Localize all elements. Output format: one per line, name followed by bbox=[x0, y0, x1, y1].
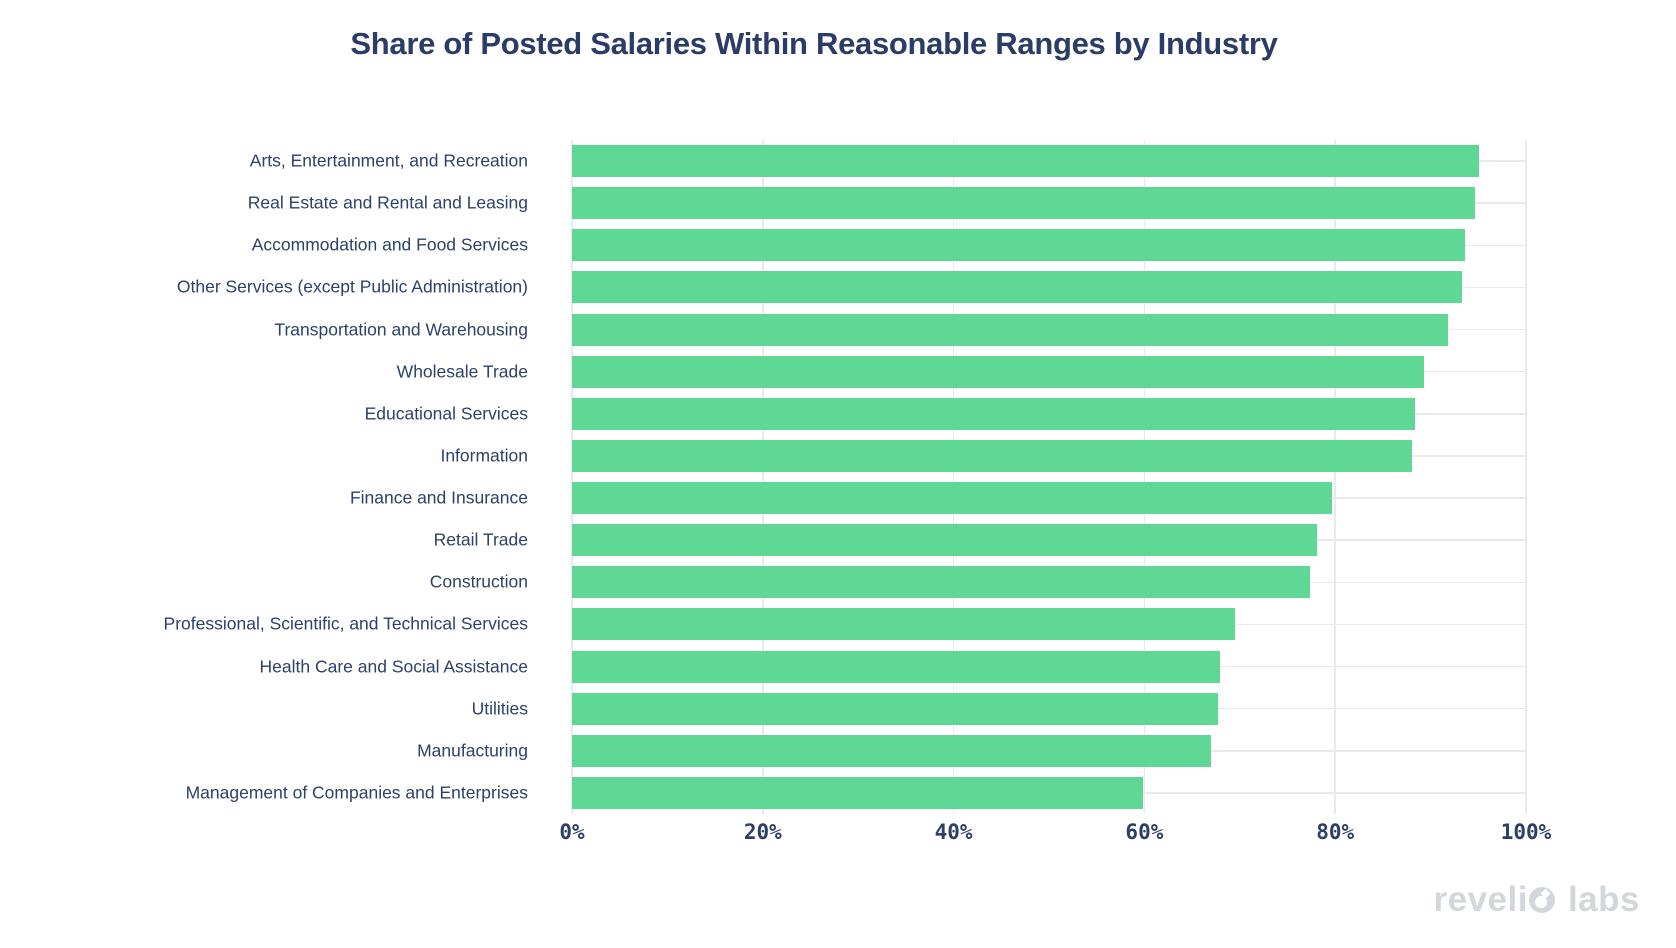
vertical-gridline bbox=[952, 140, 955, 814]
vertical-gridline bbox=[1334, 140, 1336, 814]
bar-manufacturing bbox=[572, 734, 1212, 767]
y-axis-label: Information bbox=[440, 445, 528, 466]
y-axis-label: Retail Trade bbox=[433, 529, 528, 550]
y-axis-label: Wholesale Trade bbox=[396, 361, 528, 382]
bar-accommodation-and-food-services bbox=[572, 229, 1465, 262]
bar-utilities bbox=[572, 692, 1218, 725]
x-tick-label: 0% bbox=[559, 820, 585, 844]
y-axis-label: Management of Companies and Enterprises bbox=[185, 782, 528, 803]
bar-retail-trade bbox=[572, 524, 1318, 557]
y-axis-label: Accommodation and Food Services bbox=[251, 234, 528, 255]
y-axis-label: Utilities bbox=[471, 698, 528, 719]
bar-wholesale-trade bbox=[572, 355, 1424, 388]
vertical-gridline bbox=[1143, 140, 1146, 814]
y-axis-label: Construction bbox=[429, 571, 528, 592]
logo-text-labs: labs bbox=[1567, 880, 1640, 919]
logo-o-icon bbox=[1528, 886, 1555, 913]
y-axis-labels: Arts, Entertainment, and Recreation Real … bbox=[0, 140, 530, 814]
y-axis-label: Manufacturing bbox=[417, 740, 528, 761]
bar-educational-services bbox=[572, 397, 1416, 430]
x-tick-label: 40% bbox=[934, 820, 973, 844]
bar-management-of-companies-and-enterprises bbox=[572, 776, 1144, 809]
vertical-gridline bbox=[762, 140, 764, 814]
y-axis-label: Real Estate and Rental and Leasing bbox=[247, 192, 528, 213]
logo-text-revelio: reveli bbox=[1433, 880, 1528, 919]
y-axis-label: Educational Services bbox=[364, 403, 528, 424]
x-axis-ticks: 0% 20% 40% 60% 80% 100% bbox=[559, 820, 1551, 850]
bar-real-estate-and-rental-and-leasing bbox=[572, 187, 1476, 220]
y-axis-label: Arts, Entertainment, and Recreation bbox=[249, 150, 528, 171]
chart-title: Share of Posted Salaries Within Reasonab… bbox=[350, 26, 1278, 61]
bar-construction bbox=[572, 566, 1311, 599]
y-axis-label: Transportation and Warehousing bbox=[274, 319, 528, 340]
bar-health-care-and-social-assistance bbox=[572, 650, 1220, 683]
y-axis-label: Other Services (except Public Administra… bbox=[176, 276, 528, 297]
x-tick-label: 80% bbox=[1316, 820, 1355, 844]
vertical-gridline bbox=[571, 140, 573, 814]
bar-professional-scientific-and-technical-services bbox=[572, 608, 1236, 641]
bar-finance-and-insurance bbox=[572, 482, 1333, 515]
y-axis-label: Finance and Insurance bbox=[349, 487, 528, 508]
bar-other-services-except-public-administration bbox=[572, 271, 1463, 304]
plot-area bbox=[571, 140, 1527, 814]
revelio-labs-logo: reveli labs bbox=[1433, 882, 1640, 917]
y-axis-label: Professional, Scientific, and Technical … bbox=[163, 613, 528, 634]
bar-arts-entertainment-and-recreation bbox=[572, 145, 1480, 178]
x-tick-label: 60% bbox=[1125, 820, 1164, 844]
bar-transportation-and-warehousing bbox=[572, 313, 1448, 346]
x-tick-label: 100% bbox=[1500, 820, 1552, 844]
x-tick-label: 20% bbox=[743, 820, 782, 844]
vertical-gridline bbox=[1525, 140, 1527, 814]
y-axis-label: Health Care and Social Assistance bbox=[259, 656, 528, 677]
bar-information bbox=[572, 439, 1412, 472]
